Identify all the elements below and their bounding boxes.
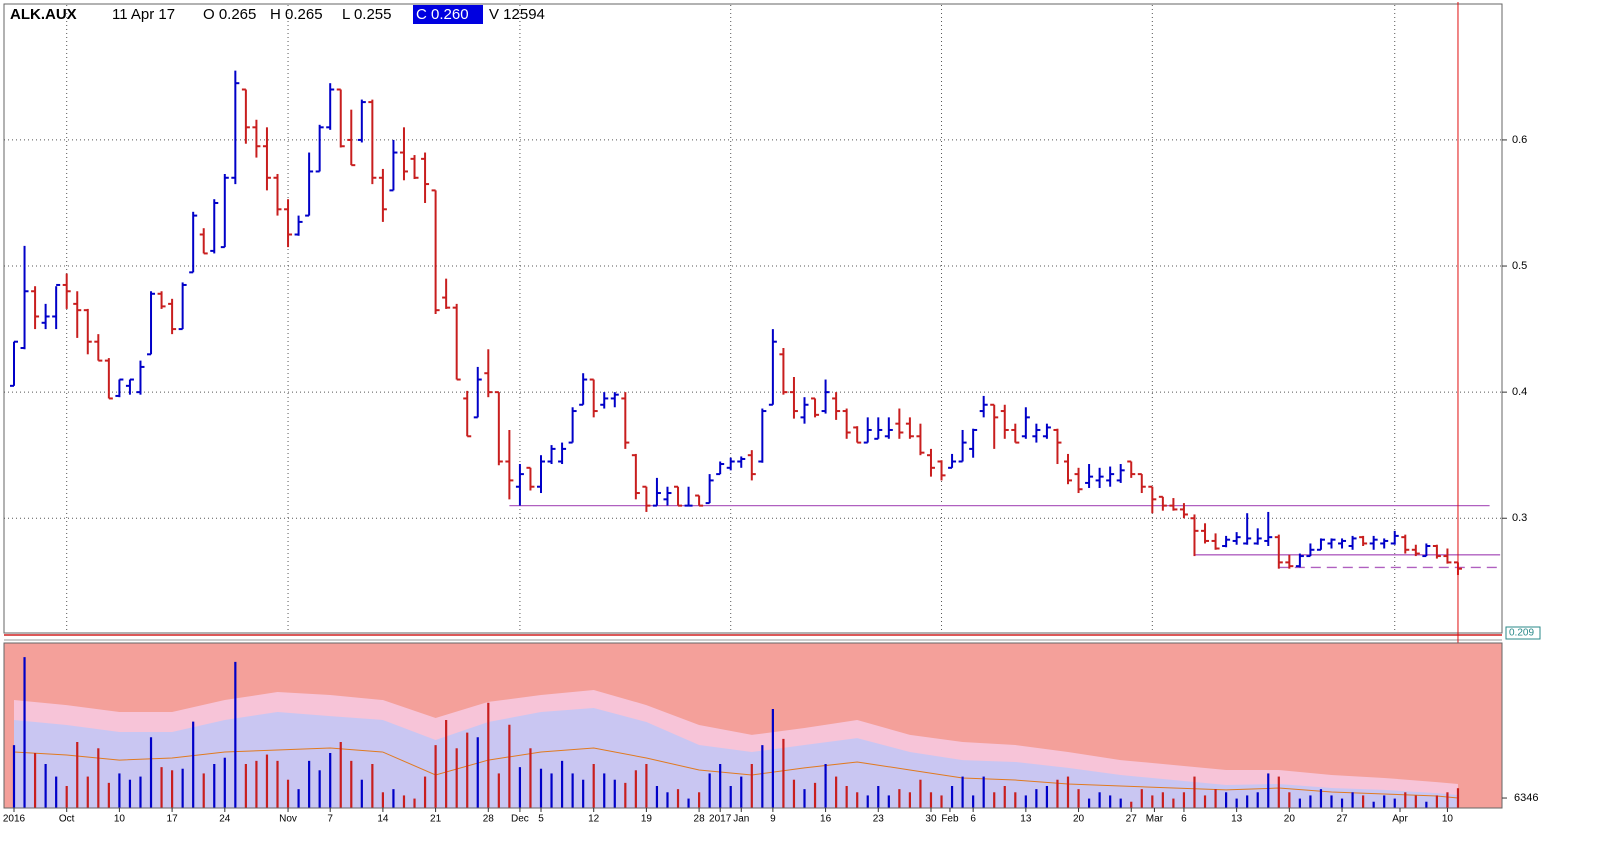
high: H 0.265 bbox=[270, 6, 323, 23]
low: L 0.255 bbox=[342, 6, 392, 23]
x-tick-label: 6 bbox=[970, 814, 976, 825]
x-tick-label: 23 bbox=[873, 814, 885, 825]
x-tick-label: 13 bbox=[1020, 814, 1032, 825]
x-tick-label: 10 bbox=[1442, 814, 1454, 825]
x-tick-label: 9 bbox=[770, 814, 776, 825]
x-tick-label: 17 bbox=[167, 814, 179, 825]
x-tick-label: 27 bbox=[1126, 814, 1138, 825]
x-tick-label: Apr bbox=[1392, 814, 1408, 825]
symbol: ALK.AUX bbox=[10, 6, 77, 23]
header: ALK.AUX 11 Apr 17 O 0.265 H 0.265 L 0.25… bbox=[10, 5, 545, 24]
x-tick-label: Dec bbox=[511, 814, 529, 825]
x-tick-label: 5 bbox=[538, 814, 544, 825]
x-tick-label: 14 bbox=[377, 814, 389, 825]
x-tick-label: 13 bbox=[1231, 814, 1243, 825]
x-tick-label: 21 bbox=[430, 814, 442, 825]
x-tick-label: Nov bbox=[279, 814, 297, 825]
y-tick-label: 0.5 bbox=[1512, 260, 1527, 272]
x-tick-label: Mar bbox=[1146, 814, 1164, 825]
x-tick-label: 20 bbox=[1073, 814, 1085, 825]
x-tick-label: 7 bbox=[327, 814, 333, 825]
x-tick-label: 27 bbox=[1336, 814, 1348, 825]
x-tick-label: 12 bbox=[588, 814, 600, 825]
ylim-label: 0.209 bbox=[1509, 628, 1534, 639]
volume-frame bbox=[3, 642, 1503, 809]
price-pane-frame bbox=[3, 3, 1503, 634]
x-tick-label: 2016 bbox=[3, 814, 26, 825]
x-tick-label: 30 bbox=[925, 814, 937, 825]
volume: V 12594 bbox=[489, 6, 545, 23]
x-tick-label: 28 bbox=[694, 814, 706, 825]
x-tick-label: 6 bbox=[1181, 814, 1187, 825]
volume-band bbox=[14, 708, 1458, 808]
date: 11 Apr 17 bbox=[112, 6, 175, 23]
x-tick-label: 16 bbox=[820, 814, 832, 825]
x-tick-label: 24 bbox=[219, 814, 231, 825]
y-tick-label: 0.4 bbox=[1512, 386, 1527, 398]
close-highlight bbox=[413, 5, 483, 24]
x-tick-label: Jan bbox=[733, 814, 749, 825]
y-tick-label: 6346 bbox=[1514, 792, 1538, 804]
x-tick-label: 20 bbox=[1284, 814, 1296, 825]
x-tick-label: 2017 bbox=[709, 814, 732, 825]
y-tick-label: 0.3 bbox=[1512, 512, 1527, 524]
x-tick-label: 28 bbox=[483, 814, 495, 825]
x-tick-label: Oct bbox=[59, 814, 75, 825]
close: C 0.260 bbox=[416, 6, 469, 23]
x-tick-label: 19 bbox=[641, 814, 653, 825]
x-tick-label: 10 bbox=[114, 814, 126, 825]
open: O 0.265 bbox=[203, 6, 256, 23]
ylim-box bbox=[1505, 626, 1541, 640]
y-tick-label: 0.6 bbox=[1512, 134, 1527, 146]
x-tick-label: Feb bbox=[941, 814, 959, 825]
